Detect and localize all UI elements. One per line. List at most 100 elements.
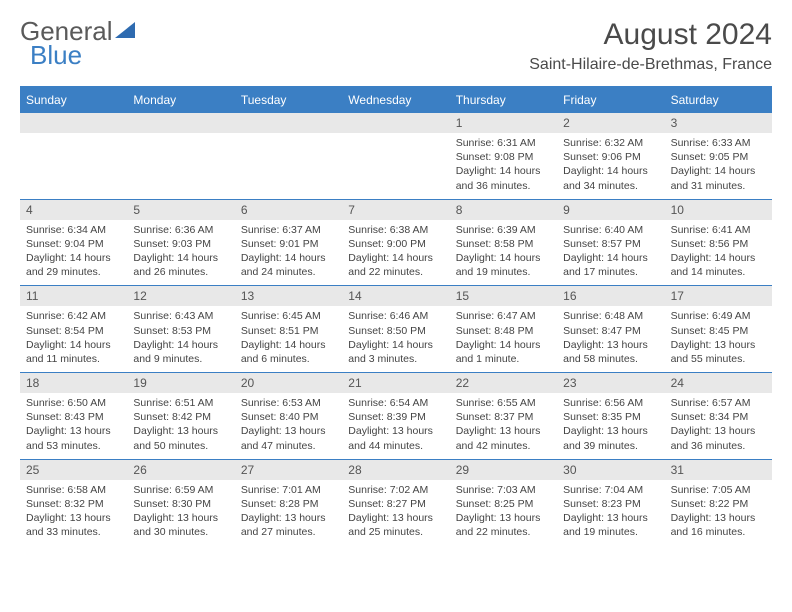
day-detail: Sunrise: 6:42 AMSunset: 8:54 PMDaylight:… [20, 306, 127, 372]
logo-triangle-icon [115, 20, 135, 40]
sunrise-text: Sunrise: 7:05 AM [671, 483, 766, 497]
daylight-text: Daylight: 14 hours and 3 minutes. [348, 338, 443, 366]
sunset-text: Sunset: 8:54 PM [26, 324, 121, 338]
day-detail: Sunrise: 6:33 AMSunset: 9:05 PMDaylight:… [665, 133, 772, 199]
day-header-row: SundayMondayTuesdayWednesdayThursdayFrid… [20, 88, 772, 112]
daynum-row: 123 [20, 113, 772, 133]
day-detail: Sunrise: 6:47 AMSunset: 8:48 PMDaylight:… [450, 306, 557, 372]
logo-text-blue: Blue [30, 42, 82, 68]
day-detail [20, 133, 127, 199]
day-detail: Sunrise: 6:50 AMSunset: 8:43 PMDaylight:… [20, 393, 127, 459]
daylight-text: Daylight: 13 hours and 25 minutes. [348, 511, 443, 539]
day-detail: Sunrise: 7:03 AMSunset: 8:25 PMDaylight:… [450, 480, 557, 546]
day-detail: Sunrise: 6:41 AMSunset: 8:56 PMDaylight:… [665, 220, 772, 286]
location: Saint-Hilaire-de-Brethmas, France [529, 56, 772, 74]
sunset-text: Sunset: 8:58 PM [456, 237, 551, 251]
sunrise-text: Sunrise: 6:31 AM [456, 136, 551, 150]
sunrise-text: Sunrise: 6:47 AM [456, 309, 551, 323]
sunset-text: Sunset: 8:27 PM [348, 497, 443, 511]
day-number: 16 [557, 286, 664, 306]
sunrise-text: Sunrise: 6:53 AM [241, 396, 336, 410]
day-detail: Sunrise: 6:56 AMSunset: 8:35 PMDaylight:… [557, 393, 664, 459]
day-header-monday: Monday [127, 88, 234, 112]
calendar: SundayMondayTuesdayWednesdayThursdayFrid… [20, 86, 772, 545]
sunrise-text: Sunrise: 7:02 AM [348, 483, 443, 497]
detail-row: Sunrise: 6:31 AMSunset: 9:08 PMDaylight:… [20, 133, 772, 199]
sunset-text: Sunset: 8:43 PM [26, 410, 121, 424]
sunset-text: Sunset: 8:39 PM [348, 410, 443, 424]
day-number [20, 113, 127, 133]
daylight-text: Daylight: 13 hours and 39 minutes. [563, 424, 658, 452]
daynum-row: 45678910 [20, 200, 772, 220]
sunrise-text: Sunrise: 6:46 AM [348, 309, 443, 323]
day-header-wednesday: Wednesday [342, 88, 449, 112]
day-detail: Sunrise: 6:40 AMSunset: 8:57 PMDaylight:… [557, 220, 664, 286]
title-block: August 2024 Saint-Hilaire-de-Brethmas, F… [529, 18, 772, 74]
daylight-text: Daylight: 14 hours and 29 minutes. [26, 251, 121, 279]
sunset-text: Sunset: 8:45 PM [671, 324, 766, 338]
day-number [127, 113, 234, 133]
week-2: 11121314151617Sunrise: 6:42 AMSunset: 8:… [20, 285, 772, 372]
day-detail: Sunrise: 6:48 AMSunset: 8:47 PMDaylight:… [557, 306, 664, 372]
sunset-text: Sunset: 8:56 PM [671, 237, 766, 251]
header: General Blue August 2024 Saint-Hilaire-d… [20, 18, 772, 74]
day-number: 5 [127, 200, 234, 220]
detail-row: Sunrise: 6:34 AMSunset: 9:04 PMDaylight:… [20, 220, 772, 286]
daylight-text: Daylight: 13 hours and 50 minutes. [133, 424, 228, 452]
day-number: 20 [235, 373, 342, 393]
sunset-text: Sunset: 8:35 PM [563, 410, 658, 424]
daylight-text: Daylight: 14 hours and 31 minutes. [671, 164, 766, 192]
day-detail: Sunrise: 6:31 AMSunset: 9:08 PMDaylight:… [450, 133, 557, 199]
month-title: August 2024 [529, 18, 772, 52]
sunrise-text: Sunrise: 6:55 AM [456, 396, 551, 410]
sunset-text: Sunset: 9:00 PM [348, 237, 443, 251]
day-number: 25 [20, 460, 127, 480]
sunset-text: Sunset: 8:32 PM [26, 497, 121, 511]
sunrise-text: Sunrise: 7:04 AM [563, 483, 658, 497]
day-number [342, 113, 449, 133]
day-number: 30 [557, 460, 664, 480]
daylight-text: Daylight: 14 hours and 1 minute. [456, 338, 551, 366]
daylight-text: Daylight: 14 hours and 11 minutes. [26, 338, 121, 366]
sunset-text: Sunset: 8:23 PM [563, 497, 658, 511]
day-detail: Sunrise: 7:02 AMSunset: 8:27 PMDaylight:… [342, 480, 449, 546]
day-detail: Sunrise: 7:04 AMSunset: 8:23 PMDaylight:… [557, 480, 664, 546]
sunrise-text: Sunrise: 7:01 AM [241, 483, 336, 497]
day-number: 9 [557, 200, 664, 220]
sunset-text: Sunset: 9:03 PM [133, 237, 228, 251]
daylight-text: Daylight: 13 hours and 27 minutes. [241, 511, 336, 539]
daylight-text: Daylight: 14 hours and 22 minutes. [348, 251, 443, 279]
day-detail: Sunrise: 6:45 AMSunset: 8:51 PMDaylight:… [235, 306, 342, 372]
day-detail: Sunrise: 6:37 AMSunset: 9:01 PMDaylight:… [235, 220, 342, 286]
day-header-friday: Friday [557, 88, 664, 112]
sunrise-text: Sunrise: 6:40 AM [563, 223, 658, 237]
day-header-saturday: Saturday [665, 88, 772, 112]
day-number: 26 [127, 460, 234, 480]
sunrise-text: Sunrise: 6:59 AM [133, 483, 228, 497]
day-number: 4 [20, 200, 127, 220]
day-detail: Sunrise: 6:51 AMSunset: 8:42 PMDaylight:… [127, 393, 234, 459]
sunrise-text: Sunrise: 6:42 AM [26, 309, 121, 323]
daylight-text: Daylight: 13 hours and 16 minutes. [671, 511, 766, 539]
day-detail: Sunrise: 6:43 AMSunset: 8:53 PMDaylight:… [127, 306, 234, 372]
sunrise-text: Sunrise: 6:33 AM [671, 136, 766, 150]
day-number: 13 [235, 286, 342, 306]
day-number: 31 [665, 460, 772, 480]
day-number: 1 [450, 113, 557, 133]
daylight-text: Daylight: 13 hours and 19 minutes. [563, 511, 658, 539]
day-number: 8 [450, 200, 557, 220]
day-detail [235, 133, 342, 199]
day-number: 27 [235, 460, 342, 480]
day-detail: Sunrise: 6:58 AMSunset: 8:32 PMDaylight:… [20, 480, 127, 546]
sunset-text: Sunset: 8:25 PM [456, 497, 551, 511]
daylight-text: Daylight: 14 hours and 14 minutes. [671, 251, 766, 279]
day-number: 17 [665, 286, 772, 306]
day-detail: Sunrise: 6:49 AMSunset: 8:45 PMDaylight:… [665, 306, 772, 372]
sunset-text: Sunset: 9:05 PM [671, 150, 766, 164]
daynum-row: 25262728293031 [20, 460, 772, 480]
sunset-text: Sunset: 8:37 PM [456, 410, 551, 424]
day-detail: Sunrise: 6:39 AMSunset: 8:58 PMDaylight:… [450, 220, 557, 286]
daylight-text: Daylight: 13 hours and 33 minutes. [26, 511, 121, 539]
daylight-text: Daylight: 14 hours and 34 minutes. [563, 164, 658, 192]
day-detail: Sunrise: 6:36 AMSunset: 9:03 PMDaylight:… [127, 220, 234, 286]
